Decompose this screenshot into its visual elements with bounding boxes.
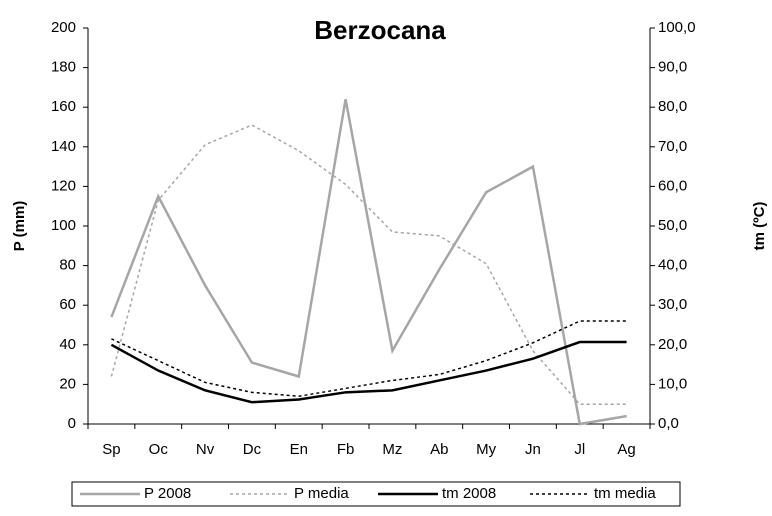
y2-tick-label: 100,0	[658, 19, 696, 36]
y2-axis-label: tm (ºC)	[751, 202, 768, 251]
y2-tick-label: 50,0	[658, 217, 687, 234]
x-tick-label: Jn	[525, 441, 541, 458]
y-tick-label: 100	[51, 217, 76, 234]
y2-tick-label: 40,0	[658, 257, 687, 274]
y-tick-label: 120	[51, 177, 76, 194]
x-tick-label: Ag	[617, 441, 635, 458]
y-tick-label: 200	[51, 19, 76, 36]
x-tick-label: Fb	[337, 441, 355, 458]
x-tick-label: Mz	[382, 441, 402, 458]
y2-tick-label: 60,0	[658, 177, 687, 194]
legend-label: tm media	[594, 485, 656, 502]
legend-label: P media	[294, 485, 349, 502]
x-tick-label: Nv	[196, 441, 215, 458]
chart-title: Berzocana	[314, 15, 446, 45]
y-tick-label: 40	[59, 336, 76, 353]
y2-tick-label: 0,0	[658, 415, 679, 432]
x-tick-label: My	[476, 441, 496, 458]
x-tick-label: Sp	[102, 441, 120, 458]
y2-tick-label: 30,0	[658, 296, 687, 313]
legend-box	[71, 481, 681, 507]
x-tick-label: Oc	[149, 441, 169, 458]
y2-tick-label: 70,0	[658, 138, 687, 155]
y-tick-label: 20	[59, 375, 76, 392]
y-axis-label: P (mm)	[11, 201, 28, 252]
y2-tick-label: 80,0	[658, 98, 687, 115]
legend-label: tm 2008	[442, 485, 496, 502]
y2-tick-label: 10,0	[658, 375, 687, 392]
x-tick-label: Ab	[430, 441, 448, 458]
y-tick-label: 0	[68, 415, 76, 432]
y2-tick-label: 20,0	[658, 336, 687, 353]
x-tick-label: En	[290, 441, 308, 458]
series-line	[111, 320, 627, 398]
y-tick-label: 140	[51, 138, 76, 155]
y2-tick-label: 90,0	[658, 59, 687, 76]
series-line	[110, 99, 627, 426]
y-tick-label: 80	[59, 257, 76, 274]
y-tick-label: 160	[51, 98, 76, 115]
legend-label: P 2008	[144, 485, 191, 502]
series-line	[110, 124, 627, 405]
y-tick-label: 180	[51, 59, 76, 76]
series-line	[110, 340, 627, 404]
y-tick-label: 60	[59, 296, 76, 313]
x-tick-label: Jl	[574, 441, 585, 458]
x-tick-label: Dc	[243, 441, 262, 458]
